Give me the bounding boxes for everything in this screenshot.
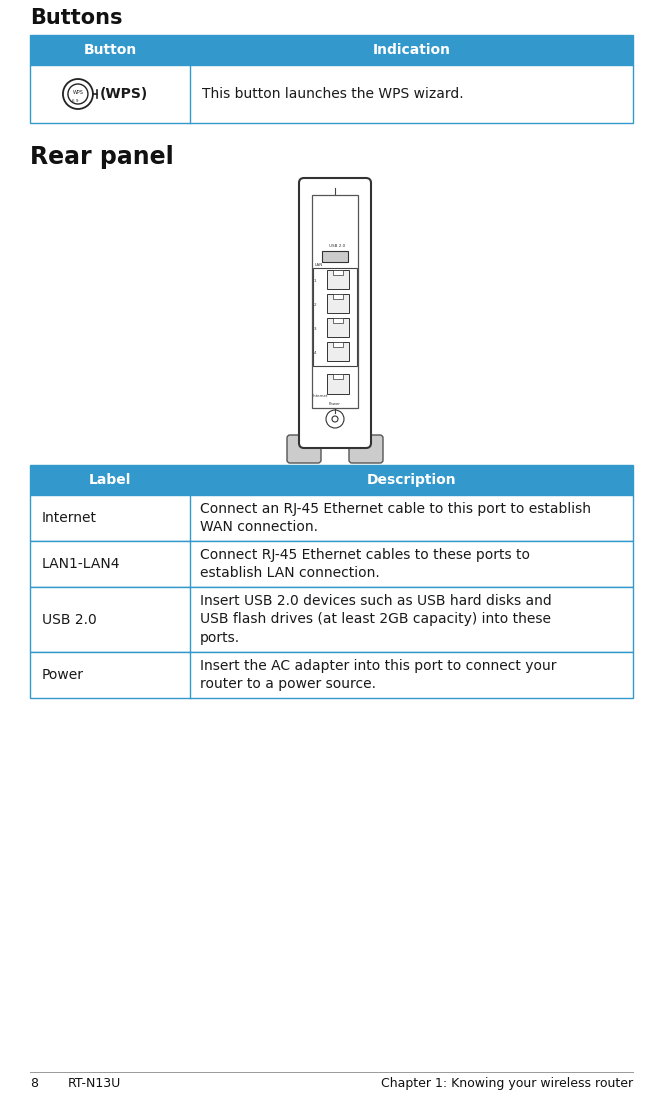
- Text: 3: 3: [314, 327, 317, 332]
- Bar: [333, 374, 343, 379]
- Text: 6 9: 6 9: [72, 99, 78, 103]
- Bar: [312, 195, 358, 408]
- Text: Insert USB 2.0 devices such as USB hard disks and
USB flash drives (at least 2GB: Insert USB 2.0 devices such as USB hard …: [200, 594, 552, 645]
- Text: This button launches the WPS wizard.: This button launches the WPS wizard.: [202, 87, 463, 101]
- Bar: [327, 341, 349, 361]
- Text: Description: Description: [367, 473, 456, 488]
- Bar: [327, 318, 349, 337]
- Text: 4: 4: [314, 351, 316, 356]
- Bar: [30, 65, 633, 123]
- Text: Rear panel: Rear panel: [30, 145, 174, 169]
- Text: RT-N13U: RT-N13U: [68, 1077, 121, 1090]
- Text: 2: 2: [314, 303, 317, 307]
- Text: Insert the AC adapter into this port to connect your
router to a power source.: Insert the AC adapter into this port to …: [200, 659, 556, 692]
- Text: LAN: LAN: [315, 264, 324, 267]
- Bar: [313, 268, 357, 366]
- Text: 8: 8: [30, 1077, 38, 1090]
- Text: Button: Button: [84, 43, 137, 57]
- Bar: [30, 587, 633, 652]
- Bar: [327, 294, 349, 313]
- Text: (WPS): (WPS): [100, 87, 149, 101]
- Bar: [30, 541, 633, 587]
- Text: Connect RJ-45 Ethernet cables to these ports to
establish LAN connection.: Connect RJ-45 Ethernet cables to these p…: [200, 548, 530, 580]
- Bar: [30, 495, 633, 541]
- Bar: [327, 270, 349, 289]
- Text: 1: 1: [314, 280, 316, 283]
- Text: Buttons: Buttons: [30, 8, 123, 29]
- Text: WPS: WPS: [72, 90, 84, 96]
- Bar: [30, 35, 633, 65]
- Bar: [322, 251, 348, 262]
- Text: Chapter 1: Knowing your wireless router: Chapter 1: Knowing your wireless router: [381, 1077, 633, 1090]
- Text: Power: Power: [42, 668, 84, 682]
- Text: USB 2.0: USB 2.0: [42, 613, 97, 627]
- Text: LAN1-LAN4: LAN1-LAN4: [42, 557, 121, 571]
- Text: USB 2.0: USB 2.0: [329, 244, 345, 248]
- Text: Internet: Internet: [313, 394, 328, 397]
- Text: Label: Label: [89, 473, 131, 488]
- Bar: [333, 294, 343, 299]
- Bar: [333, 341, 343, 347]
- Bar: [30, 464, 633, 495]
- FancyBboxPatch shape: [299, 178, 371, 448]
- FancyBboxPatch shape: [349, 435, 383, 463]
- Text: Indication: Indication: [373, 43, 450, 57]
- Bar: [327, 374, 349, 394]
- Text: Connect an RJ-45 Ethernet cable to this port to establish
WAN connection.: Connect an RJ-45 Ethernet cable to this …: [200, 502, 591, 535]
- Bar: [333, 318, 343, 323]
- FancyBboxPatch shape: [287, 435, 321, 463]
- Text: Power: Power: [329, 402, 341, 406]
- Text: Internet: Internet: [42, 511, 97, 525]
- Bar: [333, 270, 343, 274]
- Bar: [30, 652, 633, 698]
